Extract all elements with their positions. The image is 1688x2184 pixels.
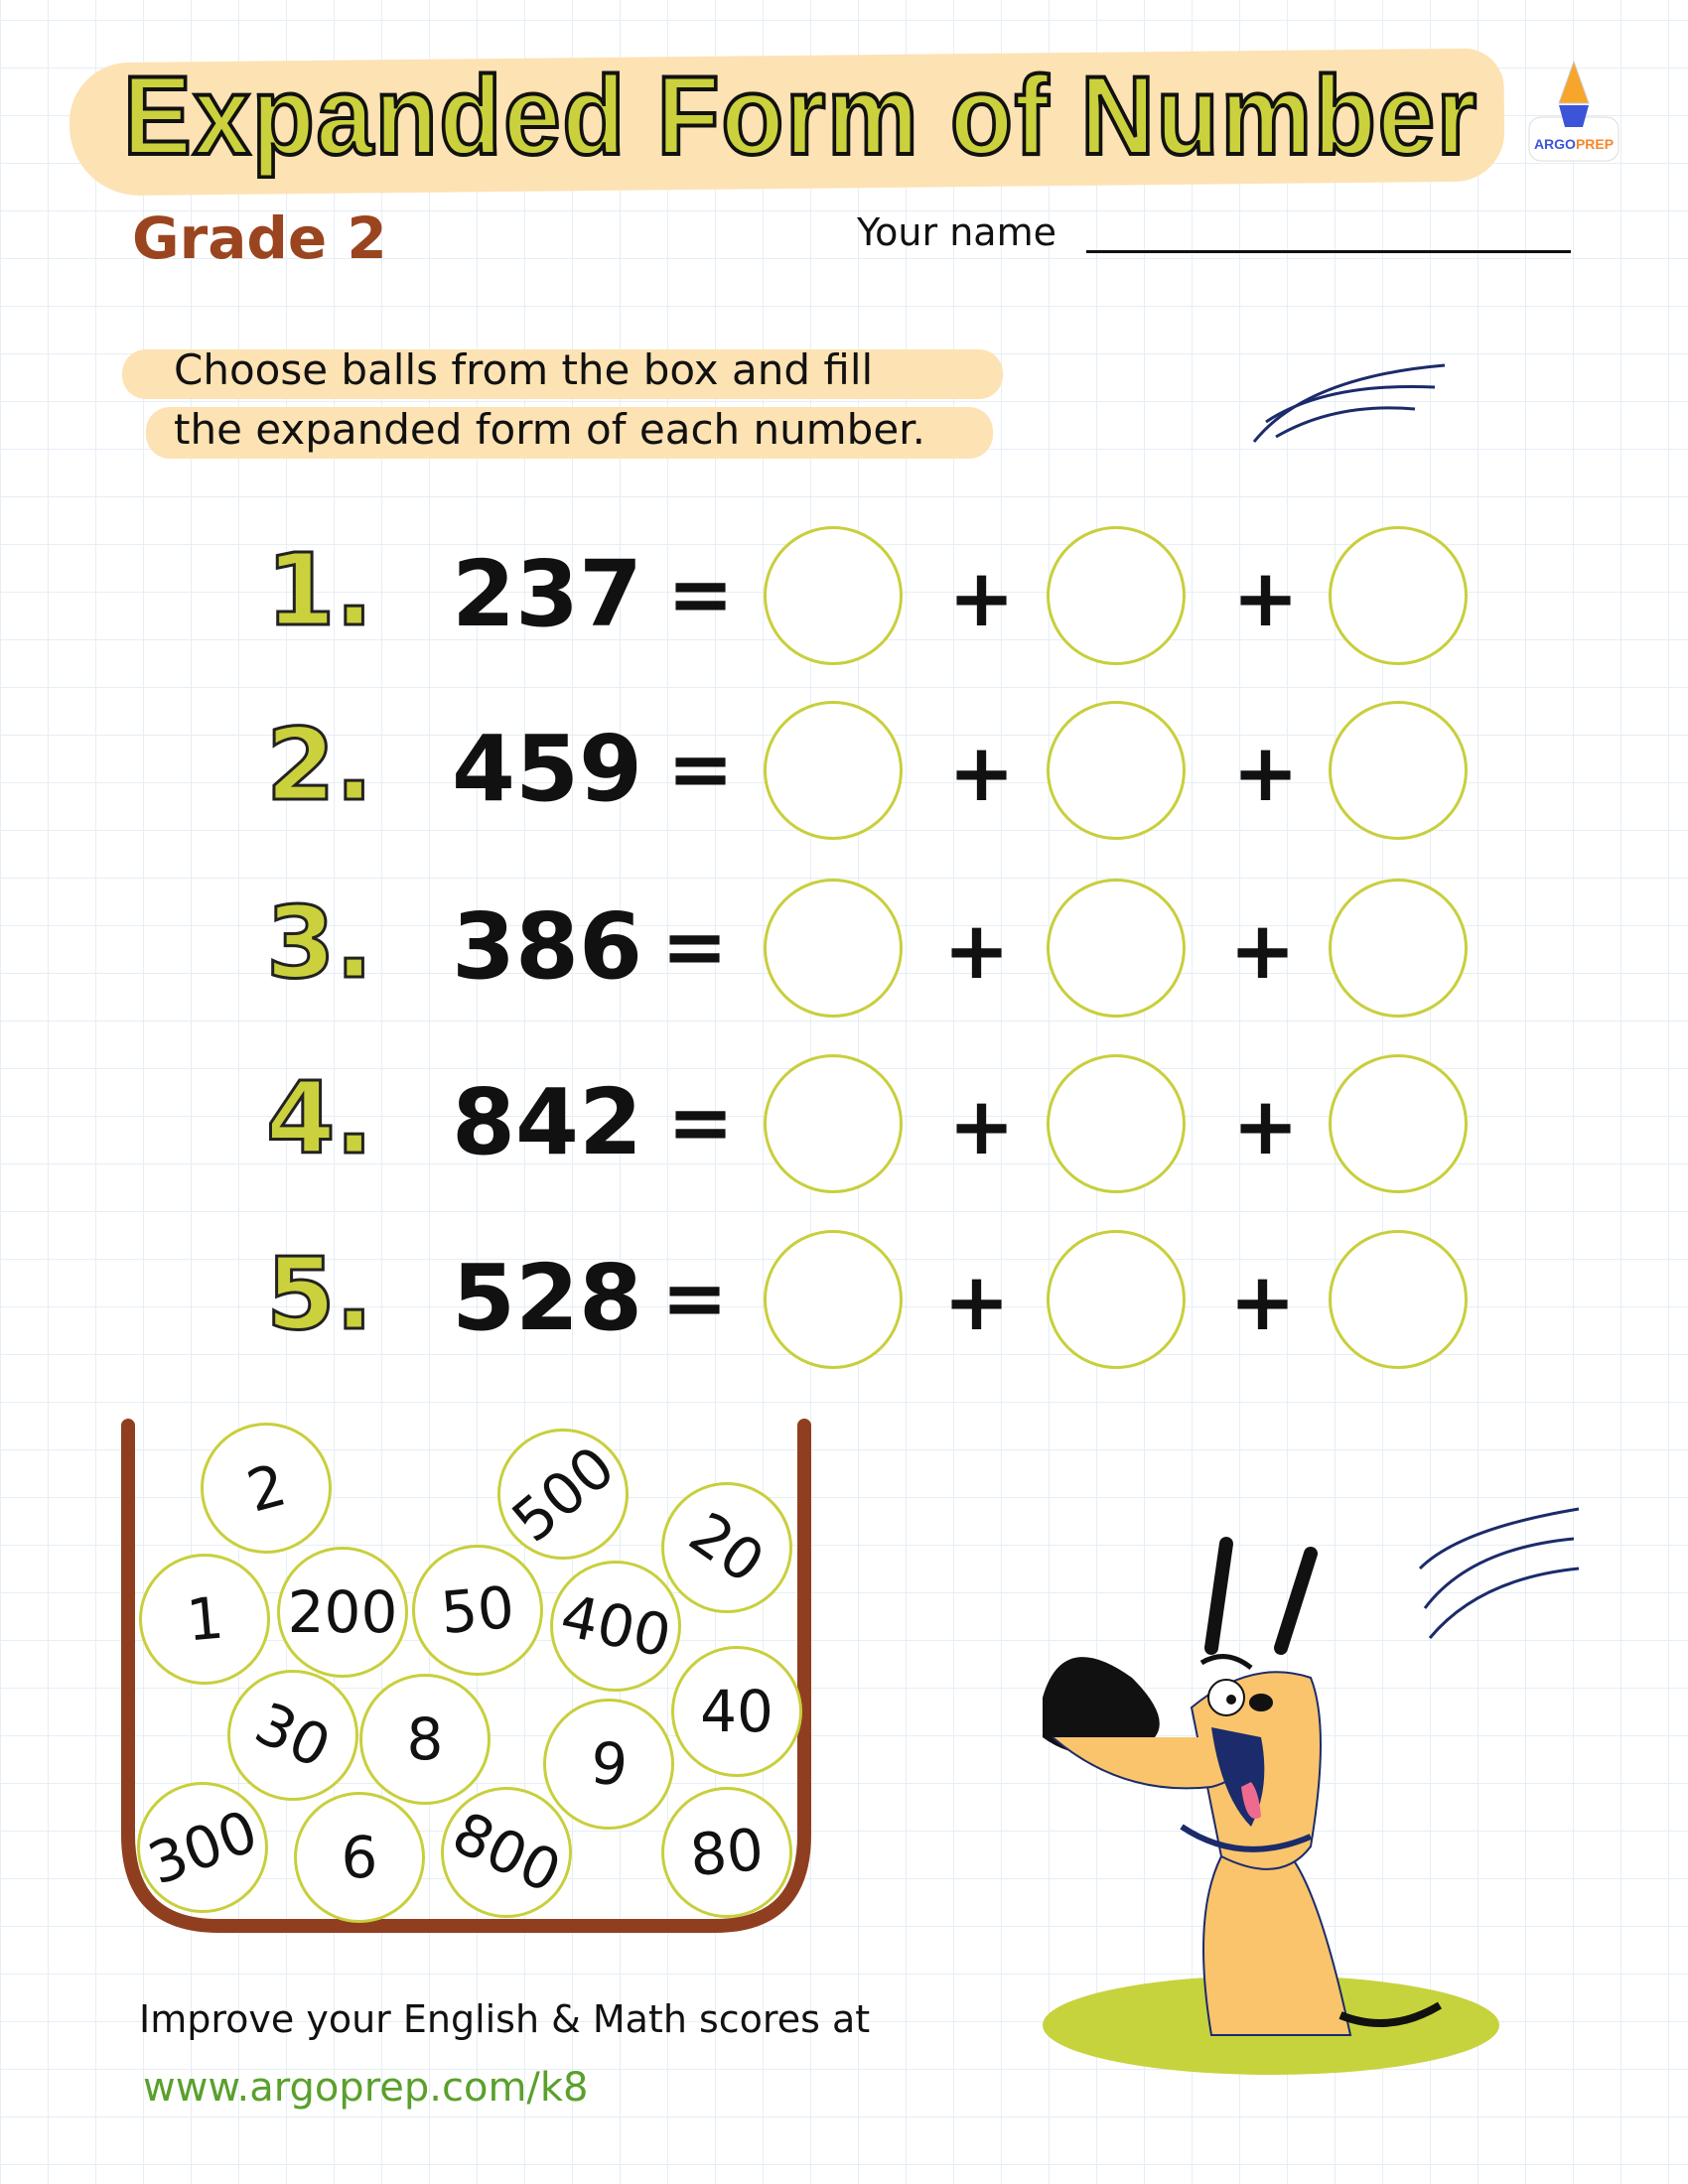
problem-number: 1. — [265, 531, 375, 650]
footer-link[interactable]: www.argoprep.com/k8 — [143, 2065, 589, 2111]
dog-illustration — [1043, 1507, 1580, 2075]
ball-value: 300 — [139, 1797, 266, 1898]
number-ball[interactable]: 6 — [294, 1792, 425, 1923]
problem-value: 528 — [452, 1245, 643, 1351]
motion-lines-icon — [1252, 363, 1446, 443]
answer-circle-tens[interactable] — [1047, 1054, 1186, 1193]
equals-sign: = — [667, 548, 735, 640]
ball-value: 40 — [700, 1678, 774, 1745]
page-title: Expanded Form of Number — [121, 52, 1478, 180]
answer-circle-ones[interactable] — [1329, 1230, 1468, 1369]
ball-value: 8 — [406, 1706, 444, 1773]
ball-value: 800 — [442, 1798, 571, 1907]
number-ball[interactable]: 300 — [137, 1782, 268, 1913]
number-ball[interactable]: 400 — [550, 1561, 681, 1692]
instruction-highlight — [122, 349, 1003, 399]
problem-value: 842 — [452, 1069, 643, 1175]
plus-sign: + — [948, 727, 1016, 819]
problem-value: 459 — [452, 716, 643, 822]
number-ball[interactable]: 50 — [412, 1545, 543, 1676]
ball-value: 80 — [687, 1815, 767, 1890]
ball-value: 2 — [239, 1450, 293, 1526]
answer-circle-ones[interactable] — [1329, 879, 1468, 1018]
number-ball[interactable]: 80 — [661, 1787, 792, 1918]
answer-circle-ones[interactable] — [1329, 1054, 1468, 1193]
instruction-line-2: the expanded form of each number. — [174, 405, 925, 454]
equals-sign: = — [661, 900, 729, 993]
ball-value: 30 — [245, 1689, 341, 1782]
motion-lines-icon — [1418, 1507, 1580, 1639]
problem-value: 386 — [452, 893, 643, 1000]
answer-circle-hundreds[interactable] — [764, 879, 903, 1018]
answer-circle-hundreds[interactable] — [764, 1230, 903, 1369]
number-ball[interactable]: 500 — [497, 1429, 629, 1560]
problem-number: 4. — [265, 1059, 375, 1178]
number-ball[interactable]: 200 — [277, 1547, 408, 1678]
your-name-label: Your name — [857, 210, 1056, 254]
plus-sign: + — [948, 552, 1016, 644]
answer-circle-ones[interactable] — [1329, 526, 1468, 665]
plus-sign: + — [1232, 727, 1300, 819]
ball-value: 200 — [287, 1578, 398, 1646]
ball-value: 9 — [587, 1728, 631, 1800]
answer-circle-tens[interactable] — [1047, 701, 1186, 840]
answer-circle-hundreds[interactable] — [764, 701, 903, 840]
ball-box — [121, 1419, 811, 1933]
argoprep-logo: ARGOPREP — [1525, 58, 1622, 165]
answer-circle-tens[interactable] — [1047, 879, 1186, 1018]
footer-text: Improve your English & Math scores at — [139, 1997, 871, 2041]
ball-value: 400 — [554, 1581, 677, 1671]
number-ball[interactable]: 800 — [441, 1787, 572, 1918]
ball-value: 6 — [341, 1824, 378, 1891]
ball-value: 500 — [498, 1433, 628, 1556]
equals-sign: = — [667, 1076, 735, 1168]
plus-sign: + — [1229, 1256, 1297, 1348]
number-ball[interactable]: 40 — [671, 1646, 802, 1777]
number-ball[interactable]: 8 — [359, 1674, 491, 1805]
answer-circle-tens[interactable] — [1047, 1230, 1186, 1369]
answer-circle-hundreds[interactable] — [764, 526, 903, 665]
plus-sign: + — [943, 1256, 1011, 1348]
problem-number: 3. — [265, 884, 375, 1003]
plus-sign: + — [1232, 1080, 1300, 1172]
plus-sign: + — [1232, 552, 1300, 644]
problem-number: 2. — [265, 706, 375, 825]
plus-sign: + — [943, 904, 1011, 997]
equals-sign: = — [667, 723, 735, 815]
svg-text:ARGOPREP: ARGOPREP — [1534, 136, 1614, 152]
number-ball[interactable]: 20 — [661, 1482, 792, 1613]
answer-circle-hundreds[interactable] — [764, 1054, 903, 1193]
plus-sign: + — [1229, 904, 1297, 997]
number-ball[interactable]: 30 — [227, 1670, 358, 1801]
grade-label: Grade 2 — [132, 205, 387, 272]
name-input-line[interactable] — [1086, 250, 1571, 253]
answer-circle-tens[interactable] — [1047, 526, 1186, 665]
ball-value: 20 — [677, 1498, 776, 1597]
equals-sign: = — [661, 1252, 729, 1344]
ball-value: 1 — [183, 1583, 226, 1655]
instruction-highlight — [146, 407, 993, 459]
plus-sign: + — [948, 1080, 1016, 1172]
number-ball[interactable]: 1 — [139, 1554, 270, 1685]
problem-number: 5. — [265, 1235, 375, 1354]
number-ball[interactable]: 9 — [543, 1699, 674, 1830]
problem-value: 237 — [452, 541, 643, 647]
number-ball[interactable]: 2 — [201, 1423, 332, 1554]
ball-value: 50 — [438, 1572, 517, 1648]
answer-circle-ones[interactable] — [1329, 701, 1468, 840]
instruction-line-1: Choose balls from the box and fill — [174, 345, 874, 394]
